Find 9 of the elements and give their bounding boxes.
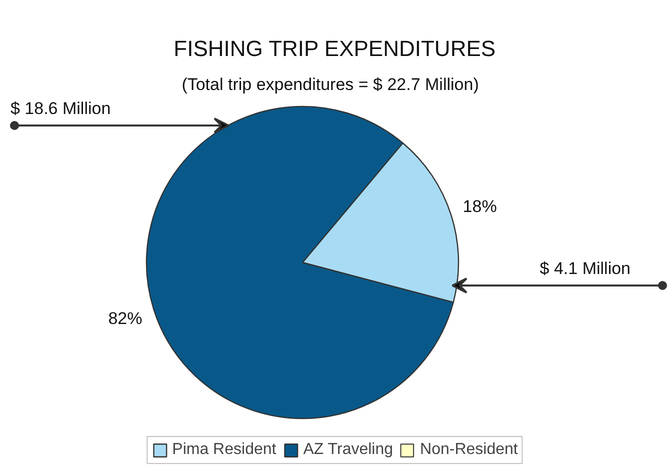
text: $ 4.1 Million <box>540 259 631 278</box>
chart-title: FISHING TRIP EXPENDITURES <box>174 36 496 61</box>
chart-subtitle: (Total trip expenditures = $ 22.7 Million) <box>182 75 479 94</box>
data-label: 82% <box>108 309 142 328</box>
legend-label: AZ Traveling <box>303 441 394 459</box>
legend-label: Pima Resident <box>172 441 276 459</box>
legend-label: Non-Resident <box>420 441 518 459</box>
data-label: 18% <box>462 196 497 216</box>
text: $ 18.6 Million <box>10 99 111 118</box>
